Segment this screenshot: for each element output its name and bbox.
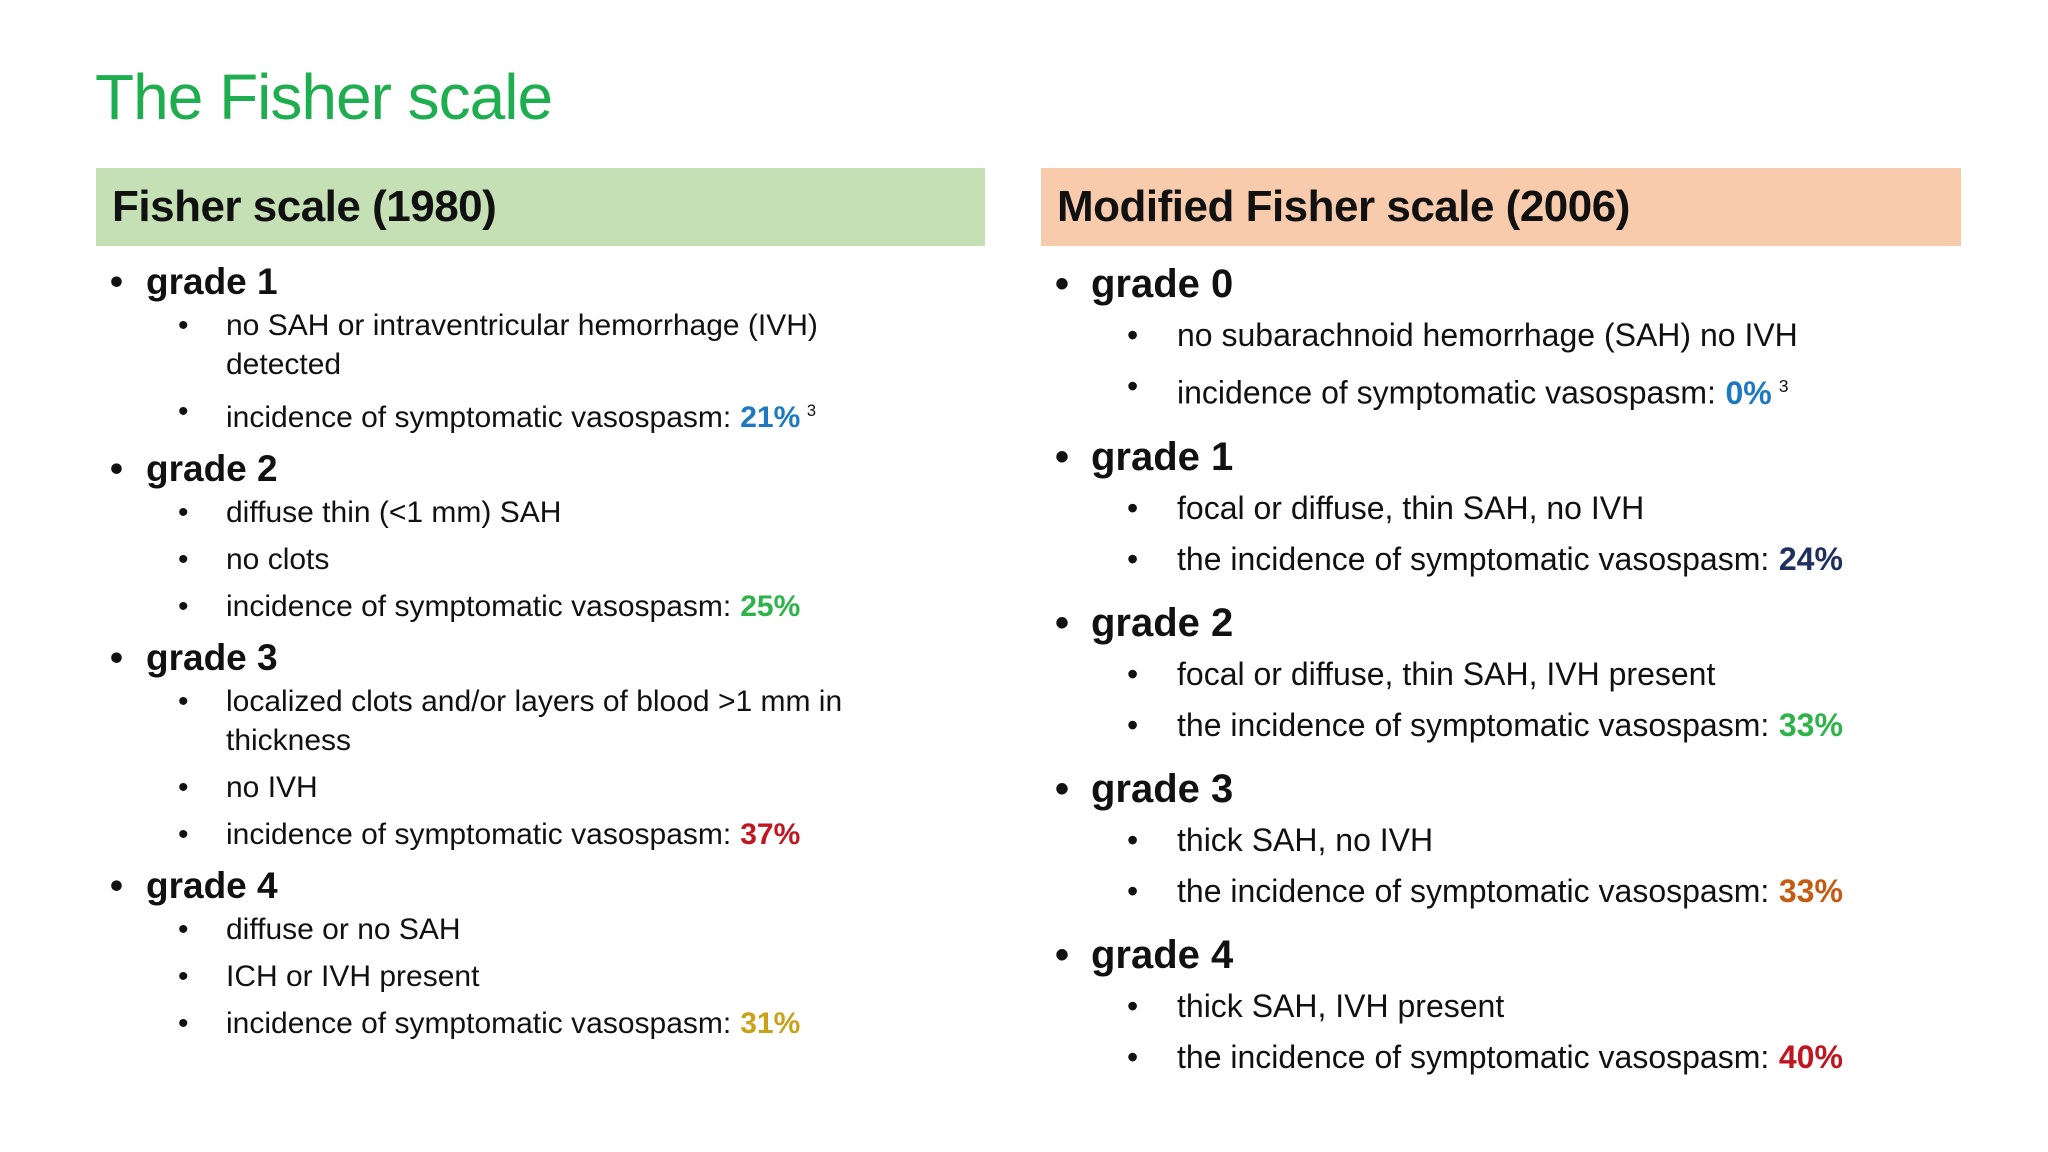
bullet-item: diffuse thin (<1 mm) SAH — [146, 493, 926, 532]
item-text: thick SAH, IVH present — [1177, 987, 1505, 1024]
grade-label: grade 1 — [146, 261, 278, 302]
item-list: focal or diffuse, thin SAH, IVH present t… — [1091, 649, 1961, 751]
bullet-item: localized clots and/or layers of blood >… — [146, 682, 926, 760]
item-text: the incidence of symptomatic vasospasm: — [1177, 1038, 1770, 1075]
item-text: the incidence of symptomatic vasospasm: — [1177, 872, 1770, 909]
grade-label: grade 3 — [1091, 766, 1234, 811]
incidence-value: 25% — [740, 590, 801, 623]
bullet-item: the incidence of symptomatic vasospasm:4… — [1091, 1032, 1961, 1083]
bullet-item: diffuse or no SAH — [146, 910, 926, 949]
column: Modified Fisher scale (2006)grade 0no su… — [1041, 168, 1961, 1095]
item-text: diffuse thin (<1 mm) SAH — [226, 496, 562, 529]
bullet-item: thick SAH, IVH present — [1091, 981, 1961, 1032]
column: Fisher scale (1980) grade 1 no SAH or intr… — [96, 168, 985, 1051]
bullet-item: no subarachnoid hemorrhage (SAH) no IVH — [1091, 310, 1961, 361]
column-heading: Fisher scale (1980) — [96, 168, 985, 246]
incidence-value: 40% — [1778, 1038, 1843, 1075]
item-list: thick SAH, IVH present the incidence of s… — [1091, 981, 1961, 1083]
bullet-item: incidence of symptomatic vasospasm:25% — [146, 587, 926, 626]
grade: grade 4 diffuse or no SAH ICH or IVH prese… — [96, 862, 985, 1043]
incidence-value: 33% — [1778, 872, 1843, 909]
item-text: incidence of symptomatic vasospasm: — [226, 401, 732, 434]
bullet-item: focal or diffuse, thin SAH, no IVH — [1091, 483, 1961, 534]
bullet-item: no clots — [146, 540, 926, 579]
grade: grade 0no subarachnoid hemorrhage (SAH) … — [1041, 258, 1961, 419]
item-text: incidence of symptomatic vasospasm: — [1177, 374, 1716, 411]
item-text: thick SAH, no IVH — [1177, 821, 1434, 858]
item-list: localized clots and/or layers of blood >… — [146, 682, 985, 854]
bullet-item: incidence of symptomatic vasospasm:0% 3 — [1091, 361, 1961, 419]
item-text: no IVH — [226, 771, 318, 804]
footnote-ref: 3 — [806, 402, 817, 420]
item-text: diffuse or no SAH — [226, 913, 461, 946]
bullet-item: incidence of symptomatic vasospasm:21% 3 — [146, 392, 926, 437]
grade-label: grade 4 — [1091, 932, 1234, 977]
item-text: focal or diffuse, thin SAH, IVH present — [1177, 655, 1716, 692]
item-list: no SAH or intraventricular hemorrhage (I… — [146, 306, 985, 437]
item-list: no subarachnoid hemorrhage (SAH) no IVH i… — [1091, 310, 1961, 419]
item-list: diffuse thin (<1 mm) SAH no clots incidenc… — [146, 493, 985, 626]
grade-list: grade 1 no SAH or intraventricular hemorr… — [96, 258, 985, 1043]
bullet-item: the incidence of symptomatic vasospasm:3… — [1091, 700, 1961, 751]
bullet-item: no IVH — [146, 768, 926, 807]
bullet-item: the incidence of symptomatic vasospasm:3… — [1091, 866, 1961, 917]
slide-title: The Fisher scale — [95, 61, 553, 133]
item-text: no SAH or intraventricular hemorrhage (I… — [226, 309, 818, 381]
incidence-value: 24% — [1778, 540, 1843, 577]
grade-label: grade 2 — [146, 448, 278, 489]
item-text: the incidence of symptomatic vasospasm: — [1177, 540, 1770, 577]
bullet-item: incidence of symptomatic vasospasm:31% — [146, 1004, 926, 1043]
grade-label: grade 2 — [1091, 600, 1234, 645]
bullet-item: thick SAH, no IVH — [1091, 815, 1961, 866]
grade: grade 1 no SAH or intraventricular hemorr… — [96, 258, 985, 437]
grade: grade 2focal or diffuse, thin SAH, IVH p… — [1041, 597, 1961, 751]
grade-label: grade 4 — [146, 865, 278, 906]
incidence-value: 31% — [740, 1007, 801, 1040]
item-text: incidence of symptomatic vasospasm: — [226, 1007, 732, 1040]
item-text: localized clots and/or layers of blood >… — [226, 685, 843, 757]
bullet-item: the incidence of symptomatic vasospasm:2… — [1091, 534, 1961, 585]
footnote-ref: 3 — [1778, 376, 1789, 396]
item-list: thick SAH, no IVH the incidence of sympto… — [1091, 815, 1961, 917]
grade-list: grade 0no subarachnoid hemorrhage (SAH) … — [1041, 258, 1961, 1083]
item-text: the incidence of symptomatic vasospasm: — [1177, 706, 1770, 743]
grade: grade 1focal or diffuse, thin SAH, no IV… — [1041, 431, 1961, 585]
incidence-value: 0% — [1725, 374, 1772, 411]
grade: grade 4 thick SAH, IVH present the inciden… — [1041, 929, 1961, 1083]
grade-label: grade 0 — [1091, 262, 1234, 306]
bullet-item: ICH or IVH present — [146, 957, 926, 996]
item-text: incidence of symptomatic vasospasm: — [226, 818, 732, 851]
bullet-item: no SAH or intraventricular hemorrhage (I… — [146, 306, 926, 384]
incidence-value: 21% — [740, 401, 801, 434]
item-text: incidence of symptomatic vasospasm: — [226, 590, 732, 623]
grade-label: grade 3 — [146, 637, 278, 678]
item-text: no subarachnoid hemorrhage (SAH) no IVH — [1177, 317, 1798, 353]
item-text: focal or diffuse, thin SAH, no IVH — [1177, 489, 1645, 526]
grade: grade 2 diffuse thin (<1 mm) SAH no clots i… — [96, 445, 985, 626]
item-list: diffuse or no SAH ICH or IVH present incid… — [146, 910, 985, 1043]
grade-label: grade 1 — [1091, 434, 1234, 479]
item-text: ICH or IVH present — [226, 960, 480, 993]
bullet-item: incidence of symptomatic vasospasm:37% — [146, 815, 926, 854]
column-heading: Modified Fisher scale (2006) — [1041, 168, 1961, 246]
incidence-value: 37% — [740, 818, 801, 851]
grade: grade 3 localized clots and/or layers of … — [96, 634, 985, 854]
bullet-item: focal or diffuse, thin SAH, IVH present — [1091, 649, 1961, 700]
incidence-value: 33% — [1778, 706, 1843, 743]
item-text: no clots — [226, 543, 330, 576]
grade: grade 3 thick SAH, no IVH the incidence of… — [1041, 763, 1961, 917]
item-list: focal or diffuse, thin SAH, no IVH the in… — [1091, 483, 1961, 585]
